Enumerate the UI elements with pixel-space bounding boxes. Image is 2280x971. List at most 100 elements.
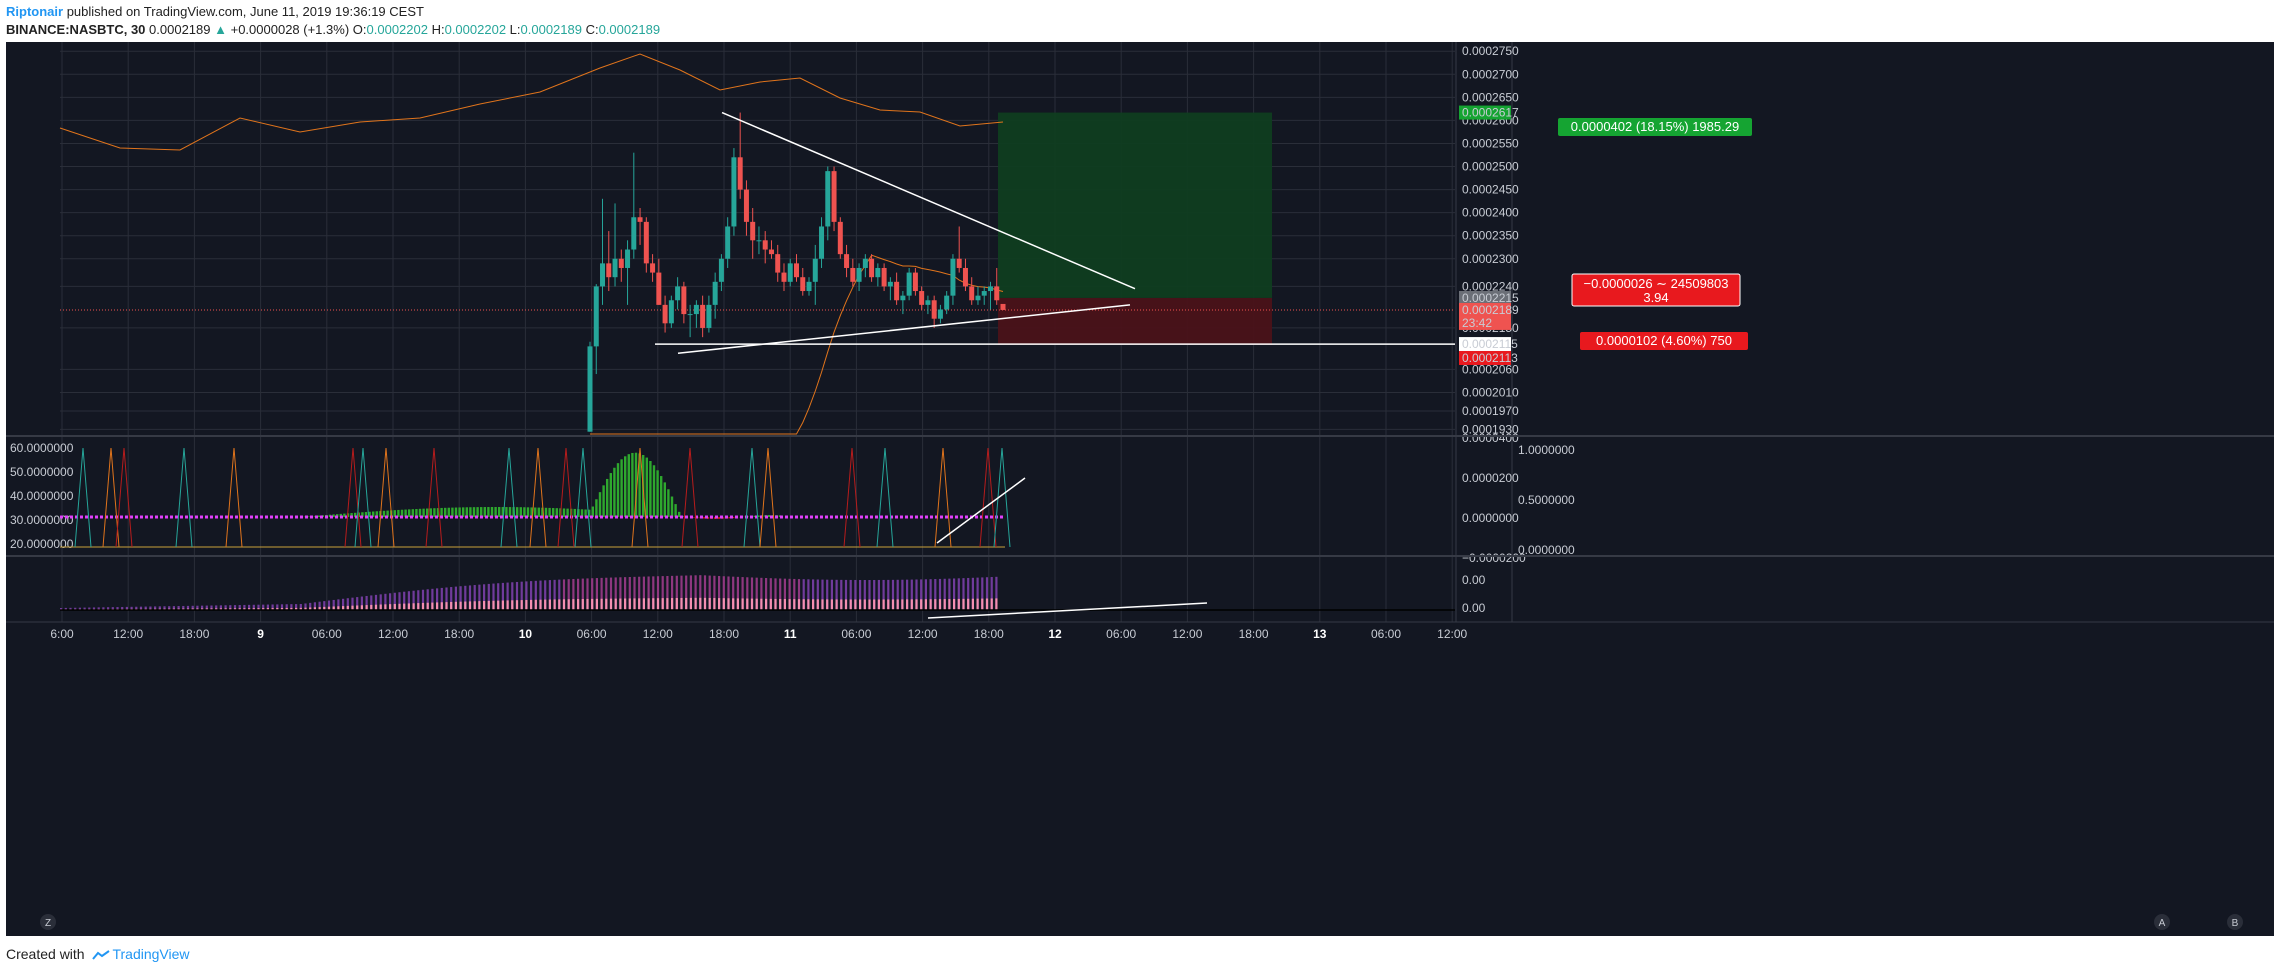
osc2-bar <box>121 606 124 610</box>
osc2-bar <box>130 606 133 610</box>
candle-body <box>962 267 968 287</box>
tradingview-logo-icon <box>92 950 111 960</box>
osc1-bar <box>393 510 396 517</box>
candle-body <box>925 300 931 305</box>
osc2-inner-bar <box>943 599 946 610</box>
stop-label-text: 0.0000102 (4.60%) 750 <box>1596 333 1732 348</box>
tradingview-brand[interactable]: TradingView <box>112 946 190 962</box>
osc2-inner-bar <box>642 598 645 610</box>
osc2-inner-bar <box>661 598 664 610</box>
chart-canvas[interactable]: 60.0000000 50.0000000 40.0000000 30.0000000… <box>0 42 2280 942</box>
osc1-right2-tick: 1.0000000 <box>1518 443 1575 457</box>
osc1-bar <box>624 456 627 517</box>
osc2-bar <box>102 607 105 610</box>
osc2-bar <box>417 590 420 610</box>
candle-body <box>987 286 993 292</box>
osc1-bar <box>645 457 648 517</box>
osc1-bar <box>753 515 756 517</box>
osc1-bar <box>613 467 616 517</box>
osc1-right-tick: 0.0000000 <box>1462 511 1519 525</box>
osc2-bar <box>450 587 453 610</box>
osc2-inner-bar <box>675 598 678 610</box>
osc1-bar <box>354 512 357 517</box>
osc2-inner-bar <box>732 598 735 610</box>
target-label: 0.0000402 (18.15%) 1985.29 <box>1558 118 1752 136</box>
pane-separators[interactable] <box>6 42 2274 623</box>
osc2-bar <box>436 588 439 610</box>
last-price: 0.0002189 <box>149 22 211 37</box>
osc2-bar <box>431 588 434 610</box>
candle-body <box>650 263 656 273</box>
osc2-bar <box>788 578 791 610</box>
osc2-inner-bar <box>628 598 631 610</box>
osc1-bar <box>458 507 461 517</box>
author-name[interactable]: Riptonair <box>6 4 64 19</box>
osc2-inner-bar <box>327 606 331 610</box>
osc2-inner-bar <box>337 606 340 610</box>
osc2-bar <box>78 607 81 610</box>
osc2-bar <box>403 591 406 610</box>
osc1-bar <box>404 509 407 517</box>
osc1-bar <box>368 511 371 517</box>
osc2-inner-bar <box>854 599 857 610</box>
osc2-bar <box>633 576 636 610</box>
osc1-bar <box>462 507 465 517</box>
candle-body <box>912 272 918 292</box>
osc2-inner-bar <box>779 598 782 610</box>
osc2-bar <box>920 579 923 610</box>
osc2-bar <box>962 578 965 610</box>
candle-body <box>906 272 912 296</box>
osc2-inner-bar <box>689 597 692 610</box>
osc1-spike <box>681 447 699 548</box>
osc2-bar <box>807 579 810 610</box>
osc2-bar <box>290 604 293 610</box>
pane-separator <box>6 555 2274 557</box>
osc2-bar <box>271 604 274 610</box>
osc2-bar <box>83 607 86 610</box>
osc2-bar <box>515 581 519 610</box>
candle-body <box>600 263 606 287</box>
osc2-bar <box>229 605 232 610</box>
osc1-bar <box>350 513 353 517</box>
auto-scale-label: A <box>2159 918 2166 929</box>
osc2-inner-bar <box>468 601 472 610</box>
osc2-inner-bar <box>450 601 453 610</box>
candle-body <box>725 226 731 259</box>
osc2-inner-bar <box>591 598 594 610</box>
osc2-inner-bar <box>483 600 486 610</box>
osc1-bar <box>534 507 537 517</box>
osc2-inner-bar <box>342 606 345 610</box>
candle-body <box>662 304 668 324</box>
time-tick-label: 9 <box>257 627 264 641</box>
osc2-inner-bar <box>506 600 509 610</box>
osc2-inner-bar <box>248 608 251 610</box>
osc2-inner-bar <box>614 598 617 610</box>
osc2-bar <box>97 607 100 610</box>
osc2-inner-bar <box>910 599 913 610</box>
osc2-inner-bar <box>299 607 302 610</box>
osc1-trendline <box>936 477 1026 544</box>
auto-scale-button[interactable] <box>2154 914 2170 930</box>
b-button[interactable] <box>2227 914 2243 930</box>
osc2-bar <box>182 605 185 610</box>
candle-body <box>819 226 825 259</box>
target-label-bg <box>1558 118 1752 136</box>
candle-body <box>781 272 787 282</box>
osc1-spike <box>876 447 894 548</box>
osc1-spike <box>934 447 952 548</box>
candle-body <box>956 258 962 268</box>
osc1-bar <box>649 460 652 517</box>
osc2-bar <box>957 578 960 610</box>
osc2-inner-bar <box>530 599 533 610</box>
zoom-button[interactable] <box>40 914 56 930</box>
price-badge-text: 0.0002189 <box>1462 303 1519 317</box>
trendlines[interactable] <box>655 111 1455 355</box>
osc2-inner-bar <box>577 599 580 610</box>
osc2-bar <box>440 587 443 610</box>
time-tick-label: 12:00 <box>113 627 143 641</box>
time-axis[interactable]: 6:00 12:00 18:00 9 06:00 12:00 18:00 10 06:00 12:… <box>50 627 1467 641</box>
osc2-inner-bar <box>868 599 871 610</box>
osc2-inner-bar <box>262 608 265 610</box>
osc2-bar <box>821 579 824 610</box>
candle-body <box>875 267 881 278</box>
